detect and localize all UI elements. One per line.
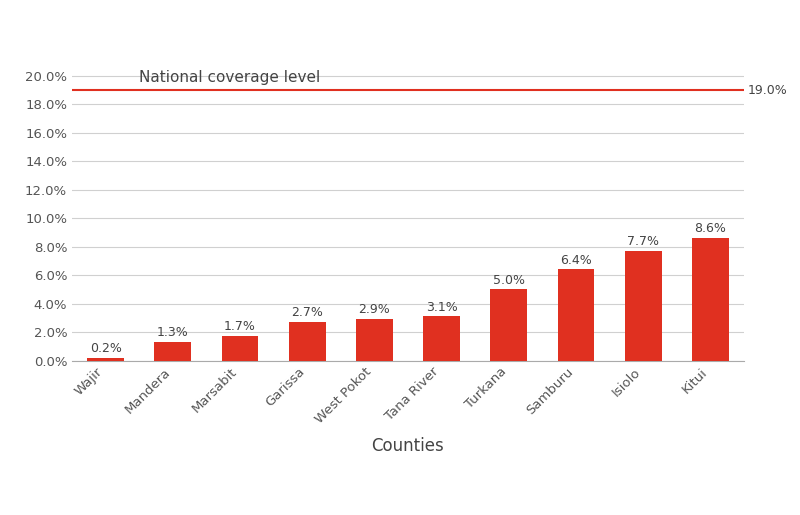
Text: 2.7%: 2.7% [291, 306, 323, 319]
Text: 7.7%: 7.7% [627, 235, 659, 248]
Text: 6.4%: 6.4% [560, 253, 592, 267]
Text: 1.3%: 1.3% [157, 326, 189, 339]
Text: 0.2%: 0.2% [90, 342, 122, 355]
Bar [289, 322, 326, 360]
X-axis label: Counties: Counties [372, 437, 444, 455]
Text: 5.0%: 5.0% [493, 273, 525, 286]
Bar [490, 289, 527, 360]
Bar [87, 357, 124, 360]
Text: 1.7%: 1.7% [224, 320, 256, 334]
Bar [423, 316, 460, 360]
Bar [558, 269, 594, 360]
Text: 8.6%: 8.6% [694, 222, 726, 235]
Bar [222, 336, 258, 360]
Bar [154, 342, 191, 360]
Bar [356, 319, 393, 360]
Text: 2.9%: 2.9% [358, 303, 390, 316]
Bar [692, 238, 729, 360]
Text: 19.0%: 19.0% [747, 84, 787, 97]
Text: National coverage level: National coverage level [139, 70, 321, 84]
Bar [625, 251, 662, 360]
Text: 3.1%: 3.1% [426, 301, 458, 314]
